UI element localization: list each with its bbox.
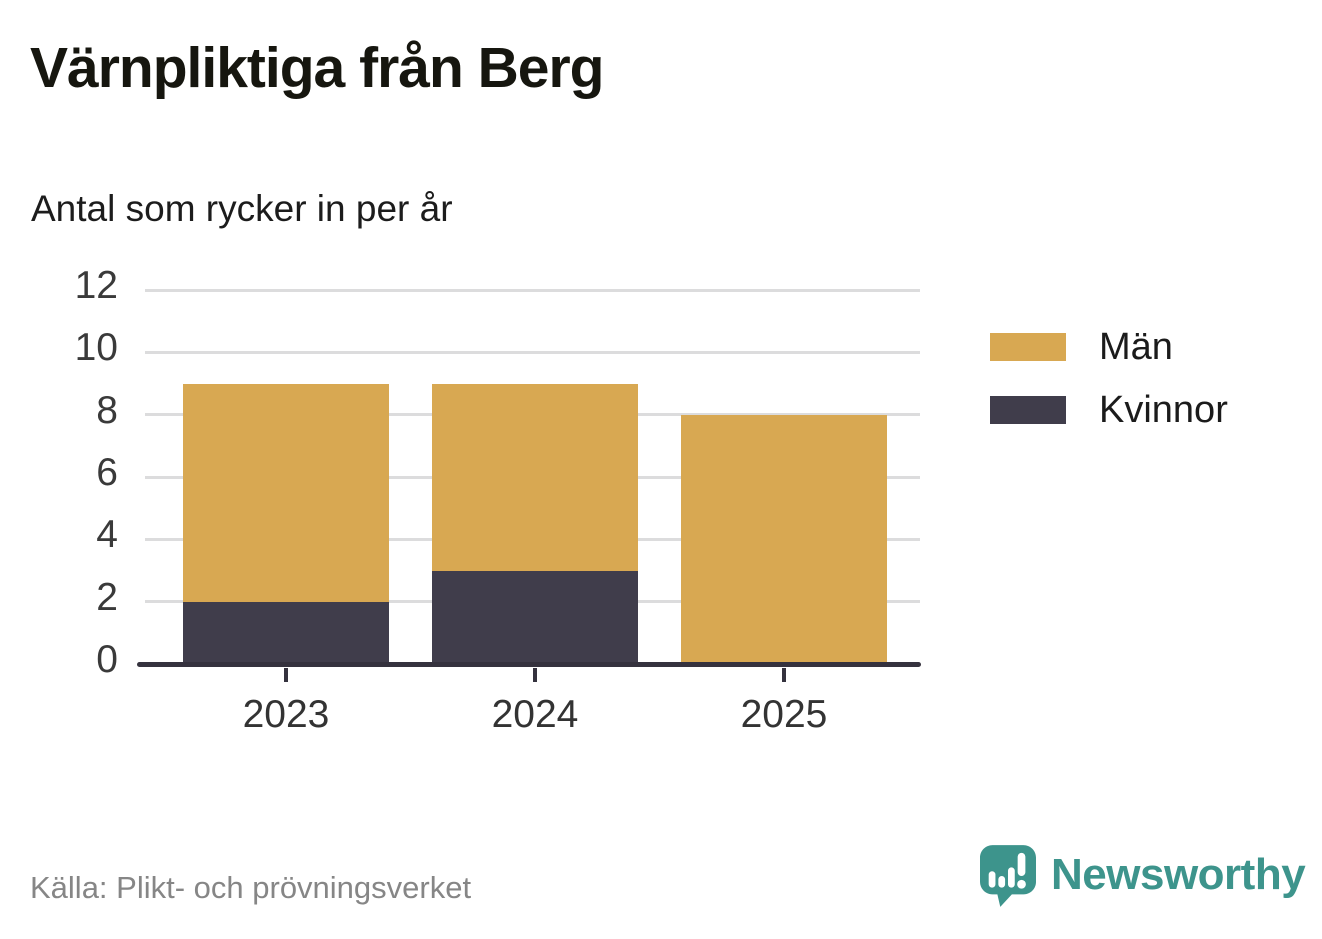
- y-tick-label: 0: [96, 638, 118, 681]
- bar-segment-2025-Män: [681, 414, 887, 664]
- x-tick-label: 2023: [242, 693, 330, 736]
- legend-item: Kvinnor: [990, 391, 1228, 429]
- gridline: [145, 350, 920, 354]
- x-axis-line: [137, 661, 921, 667]
- x-tick-mark: [533, 668, 537, 682]
- bar-segment-2023-Män: [183, 383, 389, 602]
- bar-segment-2024-Kvinnor: [432, 570, 638, 664]
- x-tick-label: 2025: [740, 693, 828, 736]
- y-tick-label: 12: [74, 264, 118, 307]
- legend-swatch: [990, 396, 1066, 424]
- y-tick-label: 10: [74, 326, 118, 370]
- chart-subtitle: Antal som rycker in per år: [31, 188, 453, 229]
- source-note: Källa: Plikt- och prövningsverket: [30, 870, 472, 905]
- legend-label: Kvinnor: [1099, 389, 1228, 431]
- y-tick-label: 6: [96, 451, 118, 494]
- legend-swatch: [990, 333, 1066, 361]
- legend-label: Män: [1099, 326, 1173, 368]
- legend: Män Kvinnor: [990, 328, 1228, 429]
- y-tick-label: 2: [96, 575, 118, 619]
- x-tick-mark: [284, 668, 288, 682]
- bar-segment-2023-Kvinnor: [183, 601, 389, 664]
- y-tick-label: 4: [96, 513, 118, 557]
- page-title: Värnpliktiga från Berg: [30, 36, 604, 100]
- newsworthy-logo-icon: [980, 845, 1036, 907]
- gridline: [145, 288, 920, 292]
- newsworthy-logo-text: Newsworthy: [1051, 850, 1306, 899]
- newsworthy-logo: Newsworthy: [980, 845, 1306, 909]
- y-tick-label: 8: [96, 388, 118, 432]
- x-tick-mark: [782, 668, 786, 682]
- x-tick-label: 2024: [491, 693, 579, 736]
- bar-segment-2024-Män: [432, 383, 638, 571]
- legend-item: Män: [990, 328, 1228, 366]
